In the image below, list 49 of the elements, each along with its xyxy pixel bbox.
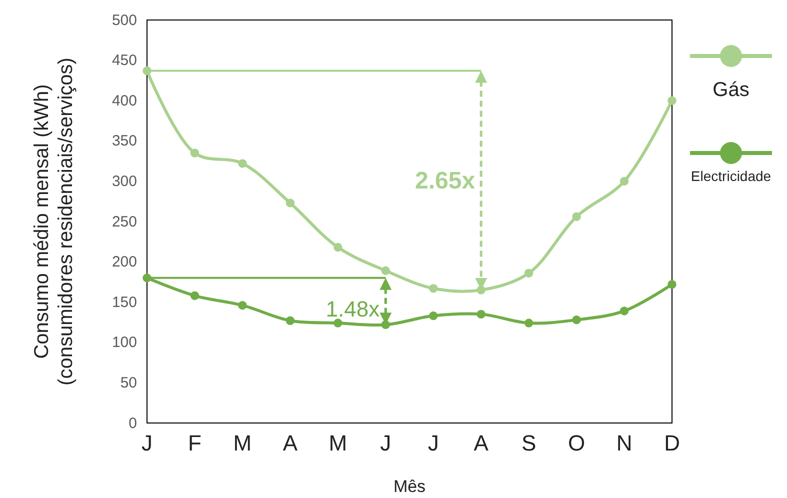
x-tick-label: F [188,430,202,456]
x-tick-label: D [664,430,680,456]
point [428,284,438,293]
point [381,266,390,276]
point [524,318,534,328]
x-tick-label: J [428,430,439,456]
x-tick-label: N [616,430,632,456]
point [190,291,200,300]
y-tick-label: 250 [112,213,137,230]
y-tick-label: 350 [112,132,137,150]
point [286,198,295,208]
y-tick-label: 200 [112,254,137,271]
annotation: 2.65x [415,167,476,194]
point [572,212,581,222]
x-tick-label: S [521,430,536,456]
x-axis-title: Mês [393,477,426,496]
x-tick-label: O [568,430,586,456]
y-tick-label: 100 [112,334,137,352]
x-tick-label: J [142,430,152,456]
point [476,310,486,319]
y-tick-label: 150 [112,294,137,311]
point [238,159,247,168]
x-tick-label: J [380,430,392,456]
point [334,318,342,328]
point [668,96,676,105]
x-tick-label: M [233,430,252,456]
y-tick-label: 0 [128,414,137,432]
point [572,315,581,324]
x-tick-label: A [474,430,489,456]
y-tick-label: 300 [112,173,137,190]
x-tick-label: A [282,430,298,456]
point [524,268,534,278]
x-tick-label: M [328,430,348,456]
y-axis-title: Consumo médio mensal (kWh) (consumidores residenciais/serviços) [31,58,77,386]
point [238,300,247,310]
y-tick-label: 450 [112,52,137,70]
y-tick-label: 400 [112,92,137,110]
y-tick-label: 500 [112,12,137,29]
legend-label: Gás [712,79,750,101]
point [668,280,676,289]
point [334,242,342,252]
legend-label: Electricidade [690,168,772,184]
point [286,316,295,325]
point [428,311,438,320]
point [190,148,200,158]
y-tick-label: 50 [120,374,137,392]
point [620,306,629,316]
point [620,176,629,186]
annotation: 1.48x [326,296,380,322]
